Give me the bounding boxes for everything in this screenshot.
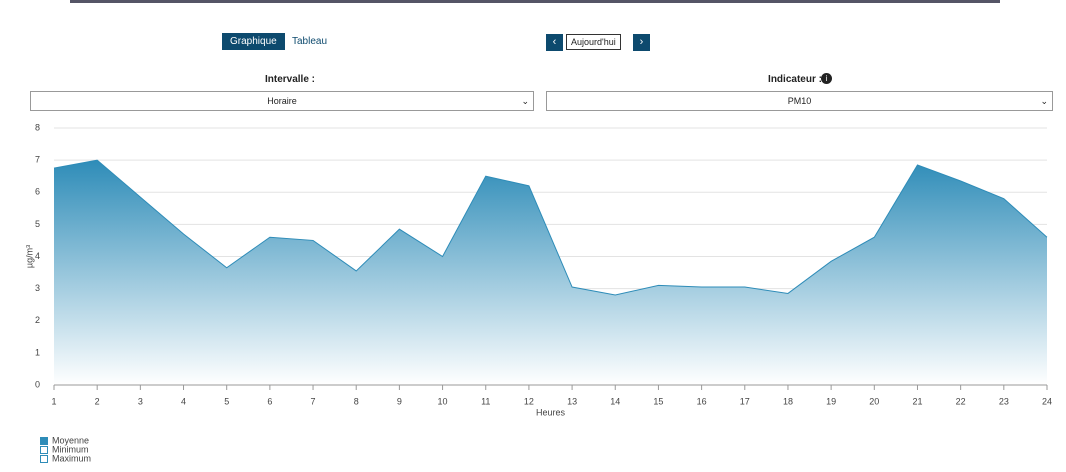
- y-tick-label: 0: [35, 379, 40, 389]
- interval-select[interactable]: Horaire ⌄: [30, 91, 534, 111]
- x-tick-label: 9: [397, 396, 402, 406]
- x-tick-label: 8: [354, 396, 359, 406]
- x-tick-label: 5: [224, 396, 229, 406]
- tab-chart[interactable]: Graphique: [222, 33, 285, 50]
- x-tick-label: 3: [138, 396, 143, 406]
- x-tick-label: 21: [912, 396, 922, 406]
- x-tick-label: 19: [826, 396, 836, 406]
- legend-swatch: [40, 455, 48, 463]
- indicator-label: Indicateur :: [768, 74, 822, 85]
- indicator-select[interactable]: PM10 ⌄: [546, 91, 1053, 111]
- legend-swatch: [40, 446, 48, 454]
- caret: ⌄: [1040, 96, 1048, 106]
- y-tick-label: 8: [35, 122, 40, 132]
- x-tick-label: 23: [999, 396, 1009, 406]
- area-line: [53, 159, 1048, 296]
- x-axis-label: Heures: [536, 407, 566, 417]
- x-tick-label: 15: [653, 396, 663, 406]
- y-axis-label: µg/m³: [24, 245, 34, 268]
- y-tick-label: 2: [35, 315, 40, 325]
- y-tick-label: 6: [35, 187, 40, 197]
- x-tick-label: 1: [51, 396, 56, 406]
- banner: [70, 0, 1000, 3]
- caret: ⌄: [521, 96, 529, 106]
- legend-swatch: [40, 437, 48, 445]
- y-tick-label: 4: [35, 251, 40, 261]
- interval-value: Horaire: [267, 96, 297, 106]
- legend-label: Maximum: [52, 453, 91, 463]
- interval-label: Intervalle :: [264, 74, 316, 85]
- x-tick-label: 7: [311, 396, 316, 406]
- y-tick-label: 3: [35, 283, 40, 293]
- info-icon[interactable]: i: [821, 73, 832, 84]
- area: [54, 160, 1047, 385]
- indicator-value: PM10: [787, 96, 812, 106]
- x-tick-label: 10: [438, 396, 448, 406]
- y-tick-label: 7: [35, 155, 40, 165]
- y-tick-label: 1: [35, 347, 40, 357]
- x-tick-label: 22: [956, 396, 966, 406]
- y-tick-label: 5: [35, 219, 40, 229]
- next-button[interactable]: ›: [633, 34, 650, 51]
- legend-label: Moyenne: [52, 435, 89, 445]
- prev-button[interactable]: ‹: [546, 34, 563, 51]
- x-tick-label: 12: [524, 396, 534, 406]
- x-tick-label: 2: [95, 396, 100, 406]
- x-tick-label: 16: [697, 396, 707, 406]
- x-tick-label: 11: [481, 396, 490, 406]
- date-button[interactable]: Aujourd'hui: [566, 34, 621, 50]
- legend-label: Minimum: [52, 444, 89, 454]
- x-tick-label: 13: [567, 396, 577, 406]
- x-tick-label: 17: [740, 396, 750, 406]
- x-tick-label: 4: [181, 396, 186, 406]
- x-tick-label: 20: [869, 396, 879, 406]
- tab-table[interactable]: Tableau: [292, 36, 328, 47]
- x-tick-label: 6: [267, 396, 272, 406]
- x-tick-label: 18: [783, 396, 793, 406]
- x-tick-label: 14: [610, 396, 620, 406]
- x-tick-label: 24: [1042, 396, 1052, 406]
